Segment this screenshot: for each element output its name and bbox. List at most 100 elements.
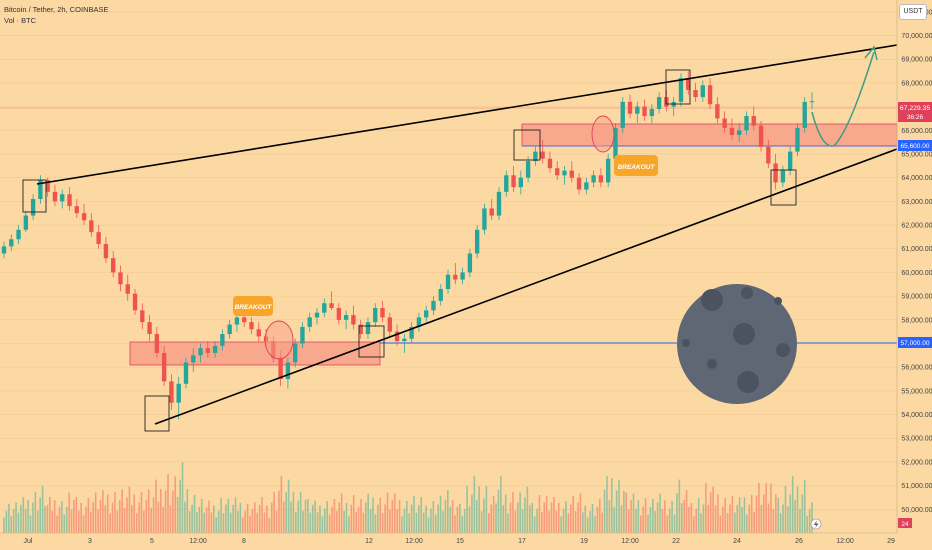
volume-bar <box>719 515 722 533</box>
volume-bar <box>15 502 17 533</box>
volume-bar <box>99 499 102 533</box>
time-tick-label: 15 <box>456 538 464 545</box>
upper-demand-zone[interactable] <box>521 123 898 147</box>
volume-bar <box>256 512 259 533</box>
candle <box>467 248 473 278</box>
upper-trendline[interactable] <box>36 44 898 185</box>
volume-bar <box>145 499 148 533</box>
highlight-box-dip[interactable] <box>770 169 797 206</box>
price-tick-label: 56,000.00 <box>901 365 932 372</box>
volume-bar <box>364 502 367 533</box>
candle <box>729 118 735 140</box>
candle <box>314 307 320 325</box>
volume-bar <box>779 513 782 533</box>
volume-bar <box>541 511 543 533</box>
volume-bar <box>750 494 753 533</box>
highlight-box-mid[interactable] <box>513 129 541 161</box>
candle <box>45 177 50 197</box>
highlight-box-top-left[interactable] <box>22 179 47 213</box>
volume-bar <box>533 516 536 533</box>
candle <box>154 326 160 358</box>
candle <box>147 315 152 342</box>
highlight-box-low[interactable] <box>144 395 170 432</box>
volume-bar <box>659 493 661 533</box>
candle <box>365 317 371 339</box>
volume-bar <box>516 502 519 533</box>
candle <box>693 82 698 102</box>
volume-bar <box>577 502 579 533</box>
lightning-icon[interactable] <box>810 518 822 530</box>
candle <box>642 99 647 121</box>
highlight-box-peak[interactable] <box>665 69 691 105</box>
volume-bar <box>181 462 184 533</box>
volume-bar <box>114 491 116 533</box>
volume-bar <box>10 515 13 533</box>
volume-bar <box>77 510 80 533</box>
price-tick-label: 54,000.00 <box>901 412 932 419</box>
price-tick-label: 66,000.00 <box>901 128 932 135</box>
candle <box>118 265 123 292</box>
projection-curve[interactable] <box>811 51 875 147</box>
volume-bar <box>85 506 87 533</box>
volume-bar <box>58 506 61 533</box>
volume-bar <box>239 502 242 533</box>
volume-bar <box>509 502 512 533</box>
highlight-box-retest[interactable] <box>358 325 385 358</box>
price-tick-label: 53,000.00 <box>901 436 932 443</box>
candle <box>249 317 254 335</box>
volume-bar <box>227 499 230 533</box>
currency-selector[interactable]: USDT <box>899 4 927 20</box>
candle <box>169 374 174 410</box>
lower-trendline[interactable] <box>154 148 898 425</box>
volume-bar <box>572 495 575 533</box>
volume-bar <box>302 510 304 533</box>
volume-bar <box>126 497 128 533</box>
volume-bar <box>193 494 196 533</box>
volume-bar <box>760 504 763 533</box>
volume-bar <box>133 494 136 533</box>
breakout-label-1[interactable]: BREAKOUT <box>233 296 273 316</box>
volume-bar <box>560 516 562 533</box>
candle <box>540 139 545 164</box>
breakout-label-2[interactable]: BREAKOUT <box>614 155 658 176</box>
volume-bar <box>403 508 406 533</box>
price-tick-label: 55,000.00 <box>901 388 932 395</box>
lower-demand-zone[interactable] <box>129 341 381 366</box>
volume-bar <box>234 497 237 533</box>
volume-bar <box>693 516 695 533</box>
volume-bar <box>584 505 587 533</box>
candle <box>445 270 451 294</box>
time-axis[interactable]: Jul 3 5 12:00 8 12 12:00 15 17 19 12:00 22 24 26 12:00… <box>24 538 895 545</box>
breakout-circle-2[interactable] <box>591 115 615 153</box>
candle <box>678 73 684 107</box>
volume-bar <box>80 502 82 533</box>
candle <box>511 165 516 192</box>
volume-bar <box>418 504 420 533</box>
volume-bar <box>116 510 119 533</box>
volume-bar <box>519 492 521 533</box>
candle <box>416 312 422 332</box>
volume-bar <box>685 490 688 533</box>
candle <box>380 300 385 323</box>
volume-bar <box>688 507 690 533</box>
candle <box>533 146 538 166</box>
volume-bar <box>502 505 505 533</box>
volume-bar <box>111 502 114 533</box>
volume-bar <box>176 497 179 533</box>
volume-bar <box>488 513 490 533</box>
volume-bar <box>678 479 681 533</box>
volume-bar <box>198 506 201 533</box>
volume-bar <box>661 508 664 533</box>
breakout-circle-1[interactable] <box>264 320 294 360</box>
volume-bar <box>348 516 350 533</box>
volume-bar <box>690 502 693 533</box>
volume-bar <box>702 504 705 533</box>
chart-title: Bitcoin / Tether, 2h, COINBASE <box>4 5 109 14</box>
volume-bar <box>531 502 534 533</box>
candle <box>453 262 458 285</box>
candle <box>285 357 291 389</box>
volume-bar <box>17 512 20 533</box>
price-tick-label: 68,000.00 <box>901 80 932 87</box>
volume-bar <box>51 510 54 533</box>
